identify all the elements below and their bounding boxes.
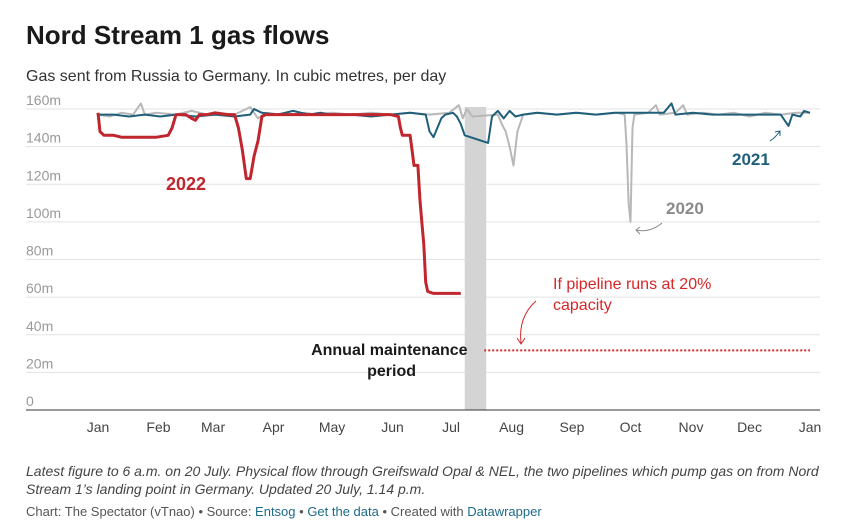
x-tick-label: Oct <box>620 419 642 435</box>
chart-subtitle: Gas sent from Russia to Germany. In cubi… <box>26 68 447 85</box>
x-tick-label: Jun <box>381 419 404 435</box>
label-2022: 2022 <box>166 174 206 194</box>
credits-line: Chart: The Spectator (vTnao) • Source: E… <box>26 504 542 519</box>
x-tick-label: Nov <box>679 419 704 435</box>
credits-chart-by: Chart: The Spectator (vTnao) <box>26 504 195 519</box>
series-line-2021 <box>98 102 811 144</box>
arrow-2020 <box>635 222 663 232</box>
y-tick-label: 120m <box>26 167 61 183</box>
footer-note: Latest figure to 6 a.m. on 20 July. Phys… <box>26 463 819 497</box>
separator: • <box>295 504 308 519</box>
x-tick-label: Aug <box>499 419 524 435</box>
threshold-arrow <box>520 300 537 344</box>
arrow-2020-head <box>635 226 641 235</box>
credits-source-label: Source: <box>206 504 256 519</box>
y-tick-label: 60m <box>26 280 53 296</box>
y-axis-ticks: 0 20m 40m 60m 80m 100m 120m 140m 160m <box>26 95 61 409</box>
y-tick-label: 0 <box>26 393 34 409</box>
y-tick-label: 140m <box>26 130 61 146</box>
x-tick-label: Feb <box>146 419 170 435</box>
label-2020: 2020 <box>666 199 704 218</box>
maintenance-label: Annual maintenance period <box>311 342 472 380</box>
x-axis-ticks: Jan Feb Mar Apr May Jun Jul Aug Sep Oct Nov Dec Jan <box>87 419 822 435</box>
y-tick-label: 160m <box>26 95 61 108</box>
y-tick-label: 20m <box>26 355 53 371</box>
x-tick-label: Mar <box>201 419 225 435</box>
series-line-2022 <box>96 111 461 295</box>
y-tick-label: 80m <box>26 243 53 259</box>
datawrapper-link[interactable]: Datawrapper <box>467 504 542 519</box>
threshold-arrow-head <box>516 337 526 345</box>
x-tick-label: Jan <box>87 419 110 435</box>
x-tick-label: Jul <box>442 419 460 435</box>
label-2021: 2021 <box>732 150 770 169</box>
arrow-2021 <box>769 130 781 142</box>
threshold-label: If pipeline runs at 20% capacity <box>553 276 716 314</box>
chart-title: Nord Stream 1 gas flows <box>26 20 330 50</box>
arrow-2021-head <box>774 130 781 136</box>
x-tick-label: Jan <box>799 419 822 435</box>
x-tick-label: Apr <box>263 419 285 435</box>
y-tick-label: 40m <box>26 318 53 334</box>
source-link[interactable]: Entsog <box>255 504 296 519</box>
x-tick-label: May <box>319 419 345 435</box>
x-tick-label: Sep <box>560 419 585 435</box>
x-tick-label: Dec <box>737 419 762 435</box>
separator: • <box>194 504 207 519</box>
credits-created-with: Created with <box>390 504 468 519</box>
separator: • <box>378 504 391 519</box>
maintenance-band <box>464 107 487 410</box>
y-tick-label: 100m <box>26 205 61 221</box>
chart-plot-area: 0 20m 40m 60m 80m 100m 120m 140m 160m Jan Feb Mar A… <box>26 95 822 435</box>
series-lines <box>96 102 811 295</box>
get-data-link[interactable]: Get the data <box>307 504 379 519</box>
